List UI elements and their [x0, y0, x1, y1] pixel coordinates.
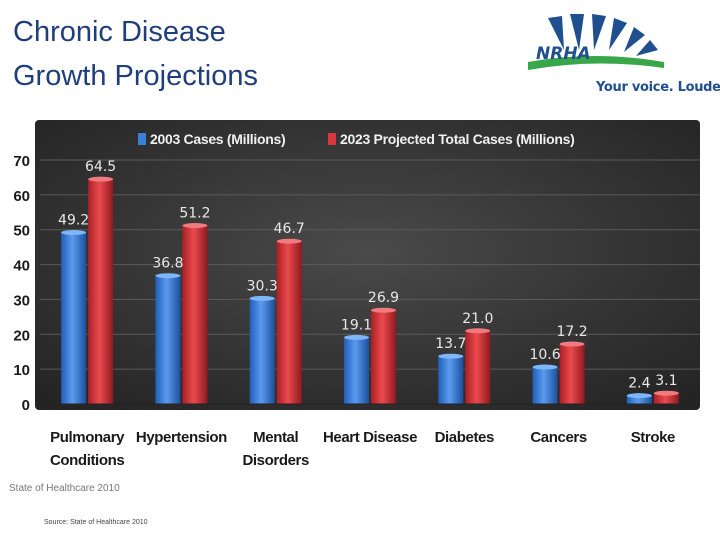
data-label: 26.9	[368, 290, 399, 306]
data-label: 36.8	[152, 256, 183, 272]
bar	[465, 330, 491, 404]
y-tick-label: 60	[13, 188, 30, 205]
data-label: 13.7	[435, 336, 466, 352]
bar	[249, 298, 275, 404]
data-label: 21.0	[462, 311, 493, 327]
x-tick-label: Conditions	[50, 452, 124, 469]
bar-cap	[438, 353, 464, 359]
data-label: 2.4	[628, 376, 650, 392]
logo-tagline: Your voice. Louder.	[596, 80, 720, 95]
data-label: 51.2	[179, 206, 210, 222]
y-tick-label: 30	[13, 292, 30, 309]
y-tick-label: 0	[22, 397, 30, 414]
gridlines	[40, 159, 700, 370]
bar-cap	[626, 393, 652, 399]
x-tick-label: Diabetes	[435, 429, 494, 446]
legend-label: 2003 Cases (Millions)	[150, 131, 285, 147]
bar-cap	[371, 307, 396, 313]
y-tick-label: 10	[13, 362, 30, 379]
bar-chart: 0 10 20 30 40 50 60 70 49.2 64.5 36.8 51.2 30.3 46.7…	[13, 120, 700, 469]
bar	[61, 232, 87, 404]
y-tick-label: 20	[13, 327, 30, 344]
bar	[559, 344, 585, 404]
bar-cap	[61, 230, 87, 236]
legend: 2003 Cases (Millions) 2023 Projected Tota…	[138, 131, 575, 147]
bar-cap	[276, 238, 302, 244]
y-axis: 0 10 20 30 40 50 60 70	[13, 153, 30, 414]
bar-cap	[88, 176, 114, 182]
legend-swatch	[138, 133, 146, 145]
legend-label: 2023 Projected Total Cases (Millions)	[340, 131, 575, 147]
x-tick-label: Pulmonary	[50, 429, 125, 446]
bar-cap	[155, 273, 181, 279]
x-tick-label: Stroke	[631, 429, 675, 446]
data-label: 19.1	[341, 317, 372, 333]
x-tick-label: Heart Disease	[323, 429, 417, 446]
bar-cap	[344, 334, 369, 340]
x-tick-label: Disorders	[242, 452, 308, 469]
bar	[438, 356, 464, 404]
green-hills-icon	[528, 56, 664, 70]
sunburst-icon	[548, 14, 658, 56]
data-label: 46.7	[274, 221, 305, 237]
data-label: 49.2	[58, 213, 89, 229]
bar	[344, 337, 369, 404]
bar-cap	[182, 223, 208, 229]
bar-cap	[559, 341, 585, 347]
x-tick-label: Cancers	[530, 429, 586, 446]
bar	[371, 310, 396, 404]
bars	[40, 176, 700, 405]
bar-cap	[532, 364, 558, 370]
slide-title: Chronic Disease Growth Projections	[13, 10, 258, 98]
data-label: 30.3	[247, 278, 278, 294]
y-tick-label: 50	[13, 223, 30, 240]
data-label: 64.5	[85, 159, 116, 175]
bar-cap	[653, 390, 679, 396]
title-line-1: Chronic Disease	[13, 16, 226, 48]
logo-wordmark: NRHA	[536, 44, 591, 64]
title-line-2: Growth Projections	[13, 60, 258, 92]
x-axis: Pulmonary Conditions Hypertension Mental Dis…	[50, 429, 675, 469]
bar-cap	[249, 295, 275, 301]
data-label: 3.1	[655, 373, 677, 389]
data-labels: 49.2 64.5 36.8 51.2 30.3 46.7 19.1 26.9 13.7 21.0…	[58, 159, 677, 391]
bar	[276, 241, 302, 404]
bar	[626, 395, 652, 404]
y-tick-label: 70	[13, 153, 30, 170]
bar	[88, 179, 114, 404]
data-label: 17.2	[556, 324, 587, 340]
bar	[532, 367, 558, 404]
legend-swatch	[328, 133, 336, 145]
source-overlay: State of Healthcare 2010	[9, 483, 120, 494]
source-footnote: Source: State of Healthcare 2010	[44, 519, 148, 526]
y-tick-label: 40	[13, 258, 30, 275]
x-tick-label: Mental	[253, 429, 298, 446]
bar	[653, 393, 679, 404]
nrha-logo: NRHA	[528, 14, 664, 70]
bar	[182, 225, 208, 404]
x-tick-label: Hypertension	[136, 429, 227, 446]
data-label: 10.6	[529, 347, 560, 363]
bar	[155, 275, 181, 404]
bar-cap	[465, 328, 491, 334]
